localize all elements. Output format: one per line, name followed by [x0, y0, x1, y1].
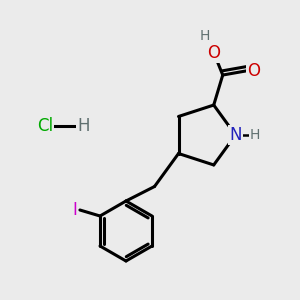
Text: H: H: [200, 29, 210, 43]
Text: N: N: [229, 126, 242, 144]
Text: H: H: [78, 117, 90, 135]
Text: Cl: Cl: [37, 117, 53, 135]
Text: O: O: [207, 44, 220, 62]
Text: I: I: [72, 201, 77, 219]
Text: O: O: [247, 61, 260, 80]
Text: H: H: [250, 128, 260, 142]
